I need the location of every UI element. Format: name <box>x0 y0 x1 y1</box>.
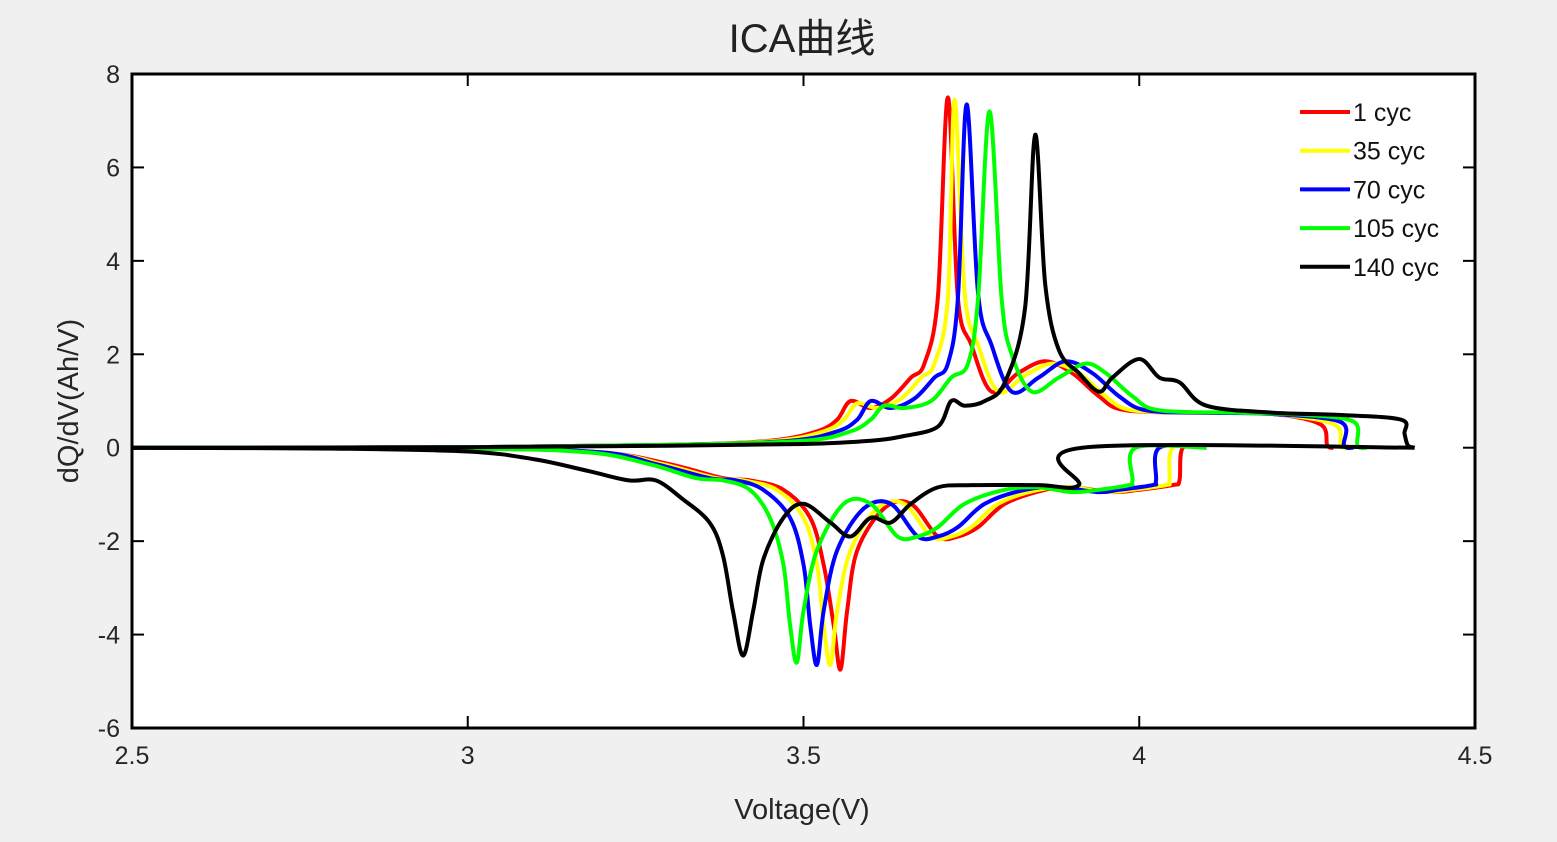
x-axis-label: Voltage(V) <box>734 794 869 826</box>
data-curves <box>131 95 1416 672</box>
y-tick-label: 6 <box>106 154 120 182</box>
y-tick-label: -4 <box>98 622 120 650</box>
x-tick-label: 3.5 <box>786 742 821 770</box>
series-140-cyc-discharge-line <box>131 442 1415 658</box>
y-tick-label: 2 <box>106 341 120 369</box>
y-tick-label: 4 <box>106 248 120 276</box>
x-tick-label: 4.5 <box>1458 742 1493 770</box>
plot-area <box>132 74 1475 728</box>
y-tick-label: 0 <box>106 435 120 463</box>
legend-label: 35 cyc <box>1353 138 1425 166</box>
x-tick-label: 3 <box>461 742 475 770</box>
series-105-cyc-charge-line <box>131 109 1369 451</box>
series-140-cyc-charge-line <box>131 132 1416 450</box>
legend-label: 140 cyc <box>1353 254 1439 282</box>
legend-label: 1 cyc <box>1353 99 1411 127</box>
y-axis-ticks: -6 -4 -2 0 2 4 6 8 <box>98 61 1475 743</box>
x-axis-ticks: 2.5 3 3.5 4 4.5 <box>115 74 1493 770</box>
chart-title: ICA曲线 <box>729 17 876 61</box>
legend-label: 105 cyc <box>1353 215 1439 243</box>
series-105-cyc-discharge-line <box>131 443 1207 665</box>
x-tick-label: 4 <box>1132 742 1146 770</box>
y-tick-label: -6 <box>98 715 120 743</box>
x-tick-label: 2.5 <box>115 742 150 770</box>
y-tick-label: -2 <box>98 528 120 556</box>
legend-label: 70 cyc <box>1353 176 1425 204</box>
y-axis-label: dQ/dV(Ah/V) <box>53 319 85 483</box>
y-tick-label: 8 <box>106 61 120 89</box>
legend: 1 cyc 35 cyc 70 cyc 105 cyc 140 cyc <box>1300 99 1439 282</box>
